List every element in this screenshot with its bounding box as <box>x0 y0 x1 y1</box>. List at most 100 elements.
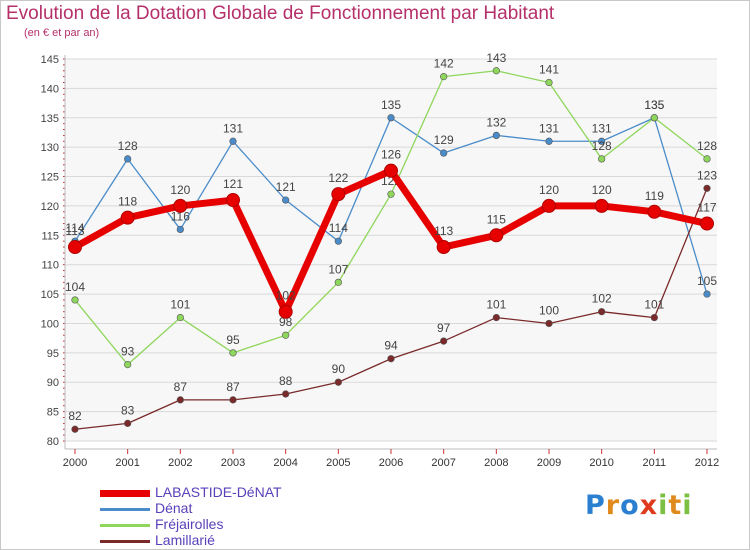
y-tick-label: 90 <box>47 377 59 389</box>
data-point <box>282 390 290 398</box>
page-subtitle: (en € et par an) <box>24 27 100 39</box>
x-tick-label: 2008 <box>484 457 508 469</box>
data-label: 122 <box>328 171 348 185</box>
data-label: 113 <box>434 224 453 238</box>
data-point <box>489 228 504 243</box>
data-point <box>334 378 342 386</box>
data-label: 97 <box>437 321 451 335</box>
data-label: 90 <box>332 362 346 376</box>
data-label: 121 <box>223 177 243 191</box>
data-point <box>176 313 184 322</box>
data-label: 126 <box>381 148 401 162</box>
x-tick-label: 2010 <box>589 457 613 469</box>
data-label: 135 <box>381 98 401 112</box>
data-point <box>387 190 395 198</box>
plot-area <box>65 59 717 441</box>
legend-label: Fréjairolles <box>155 516 224 532</box>
data-point <box>124 155 132 163</box>
data-label: 123 <box>697 168 717 182</box>
data-label: 129 <box>434 133 454 147</box>
data-label: 141 <box>539 63 559 77</box>
data-point <box>68 240 82 255</box>
data-label: 131 <box>592 121 612 135</box>
data-point <box>542 198 556 213</box>
data-label: 118 <box>118 195 137 209</box>
data-label: 120 <box>592 183 612 197</box>
data-label: 131 <box>539 121 559 135</box>
proxiti-logo: Proxiti <box>585 490 693 521</box>
logo-letter: t <box>668 490 683 521</box>
y-tick-label: 110 <box>41 260 59 272</box>
data-point <box>176 396 184 404</box>
data-point <box>492 313 500 322</box>
data-label: 102 <box>592 292 612 306</box>
data-label: 119 <box>645 189 664 203</box>
data-label: 120 <box>170 183 190 197</box>
y-tick-label: 115 <box>41 230 59 242</box>
data-label: 115 <box>487 212 506 226</box>
y-tick-label: 135 <box>41 113 59 125</box>
data-point <box>598 308 606 316</box>
data-point <box>440 73 448 81</box>
data-label: 102 <box>276 289 296 303</box>
data-point <box>229 349 237 357</box>
data-label: 120 <box>539 183 559 197</box>
data-point <box>598 137 606 145</box>
data-point <box>703 184 711 192</box>
y-tick-label: 95 <box>47 348 59 360</box>
data-label: 100 <box>539 303 559 317</box>
y-tick-label: 120 <box>41 201 59 213</box>
y-tick-label: 85 <box>47 407 59 419</box>
x-tick-label: 2012 <box>695 457 719 469</box>
data-label: 93 <box>121 345 135 359</box>
data-point <box>226 193 240 208</box>
data-point <box>120 210 135 225</box>
data-label: 83 <box>121 403 135 417</box>
logo-letter: r <box>605 490 621 521</box>
data-point <box>703 155 711 163</box>
logo-letter: x <box>639 490 659 521</box>
legend-label: Dénat <box>155 500 193 516</box>
data-label: 101 <box>644 298 664 312</box>
x-tick-label: 2002 <box>168 457 192 469</box>
data-point <box>387 355 395 363</box>
legend-swatch <box>100 524 150 527</box>
data-point <box>436 240 451 255</box>
data-point <box>650 114 658 122</box>
data-point <box>334 237 342 245</box>
y-tick-label: 125 <box>41 172 59 184</box>
x-tick-label: 2011 <box>643 457 667 469</box>
data-point <box>124 361 132 369</box>
data-label: 87 <box>174 380 188 394</box>
data-point <box>282 196 290 204</box>
data-point <box>545 78 553 87</box>
y-tick-label: 80 <box>47 436 59 448</box>
data-label: 114 <box>65 221 84 235</box>
data-label: 101 <box>170 298 190 312</box>
data-label: 121 <box>276 180 296 194</box>
data-label: 132 <box>486 115 506 129</box>
data-point <box>124 419 132 427</box>
data-label: 142 <box>434 57 454 71</box>
data-label: 117 <box>697 201 716 215</box>
data-label: 88 <box>279 374 293 388</box>
y-tick-label: 145 <box>41 54 59 66</box>
data-point <box>703 290 711 298</box>
legend-swatch <box>100 490 150 497</box>
legend-swatch <box>100 540 150 543</box>
data-point <box>598 155 606 163</box>
x-tick-label: 2007 <box>431 457 455 469</box>
data-point <box>331 187 346 202</box>
data-point <box>594 198 609 213</box>
data-point <box>229 396 237 404</box>
data-point <box>647 204 662 219</box>
x-tick-label: 2009 <box>537 457 561 469</box>
data-point <box>173 198 188 213</box>
page-title: Evolution de la Dotation Globale de Fonc… <box>6 3 555 24</box>
data-point <box>282 331 290 339</box>
data-label: 128 <box>592 139 612 153</box>
data-label: 135 <box>644 98 664 112</box>
data-label: 128 <box>697 139 717 153</box>
x-tick-label: 2001 <box>115 457 139 469</box>
